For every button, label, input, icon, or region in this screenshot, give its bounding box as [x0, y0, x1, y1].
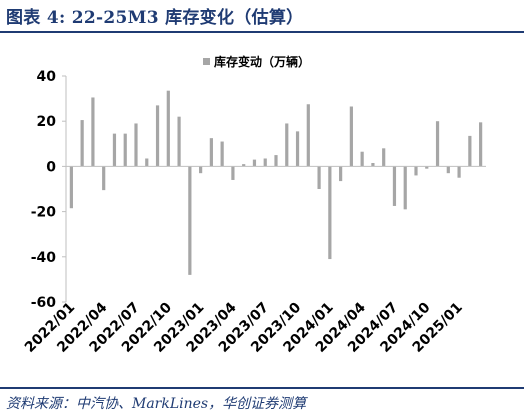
bar-2023-04 — [231, 166, 235, 180]
source-divider — [0, 387, 524, 389]
bar-2022-09 — [155, 105, 160, 167]
source-note: 资料来源：中汽协、MarkLines，华创证券测算 — [6, 396, 307, 412]
bar-2023-11 — [306, 104, 310, 167]
bar-2023-10 — [295, 131, 300, 167]
bar-2024-11 — [435, 121, 440, 167]
x-axis: 2022/012022/042022/072022/102023/012023/… — [22, 165, 486, 356]
bar-2023-06 — [252, 159, 257, 167]
inventory-change-bar-chart: 库存变动（万辆） 40 20 0 -20 -40 -60 2022/012022/0420… — [22, 54, 486, 356]
bar-2022-04 — [102, 166, 106, 191]
bar-2024-07 — [392, 166, 397, 206]
bar-2022-06 — [123, 133, 127, 167]
bar-2022-10 — [166, 90, 170, 167]
bar-2024-10 — [425, 166, 429, 169]
y-tick-label: -40 — [31, 250, 57, 266]
bar-2023-05 — [242, 164, 246, 167]
bar-2023-12 — [317, 166, 321, 189]
bar-2025-02 — [468, 135, 472, 167]
bar-2023-03 — [220, 141, 224, 167]
bar-2024-03 — [349, 106, 353, 167]
bar-2025-03 — [479, 122, 483, 167]
y-tick-label: 20 — [37, 114, 57, 130]
bar-2024-08 — [403, 166, 407, 210]
title-divider — [0, 31, 524, 33]
bar-2025-01 — [457, 166, 461, 178]
bar-2023-09 — [285, 123, 289, 167]
bar-2022-07 — [134, 123, 138, 167]
y-tick-label: 0 — [46, 159, 56, 175]
bar-2023-08 — [274, 155, 278, 167]
bar-2022-11 — [177, 116, 181, 167]
bar-2024-09 — [414, 166, 418, 176]
bar-2023-02 — [209, 138, 213, 167]
bar-2024-12 — [446, 166, 450, 174]
chart-legend: 库存变动（万辆） — [203, 54, 310, 69]
y-tick-label: -20 — [31, 205, 57, 221]
legend-swatch — [203, 58, 210, 65]
y-axis: 40 20 0 -20 -40 -60 — [31, 69, 67, 311]
bar-2024-04 — [360, 151, 364, 167]
bar-2022-01 — [69, 166, 73, 209]
bar-2023-07 — [263, 158, 267, 167]
bar-2022-02 — [80, 120, 84, 167]
figure-title: 图表 4: 22-25M3 库存变化（估算） — [6, 8, 304, 28]
bar-2022-05 — [112, 133, 117, 167]
bar-2022-12 — [188, 166, 192, 275]
bar-2024-02 — [339, 166, 343, 182]
legend-label: 库存变动（万辆） — [214, 54, 310, 69]
bar-2023-01 — [199, 166, 203, 174]
bar-2022-08 — [145, 158, 149, 167]
bar-2024-05 — [371, 163, 375, 167]
bar-2022-03 — [91, 97, 95, 167]
bars — [69, 90, 483, 275]
bar-2024-01 — [328, 166, 332, 260]
y-tick-label: -60 — [31, 295, 57, 311]
bar-2024-06 — [382, 148, 386, 167]
y-tick-label: 40 — [37, 69, 57, 85]
